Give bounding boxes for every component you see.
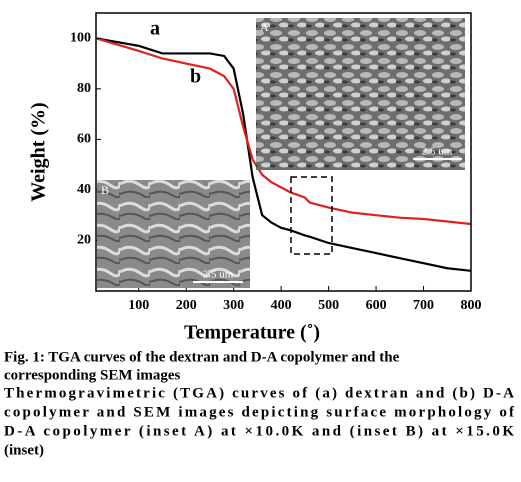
caption-body: Thermogravimetric (TGA) curves of (a) de… xyxy=(4,385,514,401)
scale-label: 2.5 um xyxy=(203,269,234,281)
y-tick-label: 40 xyxy=(77,182,91,197)
caption-body: D-A copolymer (inset A) at ×10.0K and (i… xyxy=(4,423,514,439)
plot: 100 200 300 400 500 600 700 800 20 40 60 80 100 xyxy=(70,12,482,313)
x-tick-label: 300 xyxy=(223,298,244,313)
x-tick-label: 400 xyxy=(271,298,292,313)
series-label: a xyxy=(150,18,160,40)
scale-label: 2.5 um xyxy=(422,146,453,158)
caption: Fig. 1: TGA curves of the dextran and D-… xyxy=(4,349,515,458)
caption-title: corresponding SEM images xyxy=(4,367,181,383)
y-tick-label: 100 xyxy=(70,30,91,45)
caption-body: (inset) xyxy=(4,442,44,458)
series-line xyxy=(95,37,472,226)
x-tick-label: 700 xyxy=(413,298,434,313)
plot-frame xyxy=(95,12,472,292)
x-tick-label: 500 xyxy=(318,298,339,313)
y-tick-label: 80 xyxy=(77,81,91,96)
inset-a-image xyxy=(256,18,465,170)
inset-label: B xyxy=(101,183,109,197)
x-tick-label: 600 xyxy=(366,298,387,313)
inset-label: A xyxy=(260,20,269,34)
y-tick-label: 20 xyxy=(77,233,91,248)
x-tick-label: 100 xyxy=(128,298,149,313)
caption-title: Fig. 1: TGA curves of the dextran and D-… xyxy=(4,349,400,365)
series-line xyxy=(95,37,472,272)
inset-b-image xyxy=(97,180,250,288)
y-axis-label: Weight (%) xyxy=(28,102,50,201)
x-tick-label: 200 xyxy=(176,298,197,313)
caption-body: copolymer and SEM images depicting surfa… xyxy=(4,404,515,420)
y-tick-label: 60 xyxy=(77,132,91,147)
highlight-box xyxy=(290,176,333,255)
x-tick-label: 800 xyxy=(461,298,482,313)
series-label: b xyxy=(190,66,201,88)
x-axis-label: Temperature (˚) xyxy=(184,322,320,344)
